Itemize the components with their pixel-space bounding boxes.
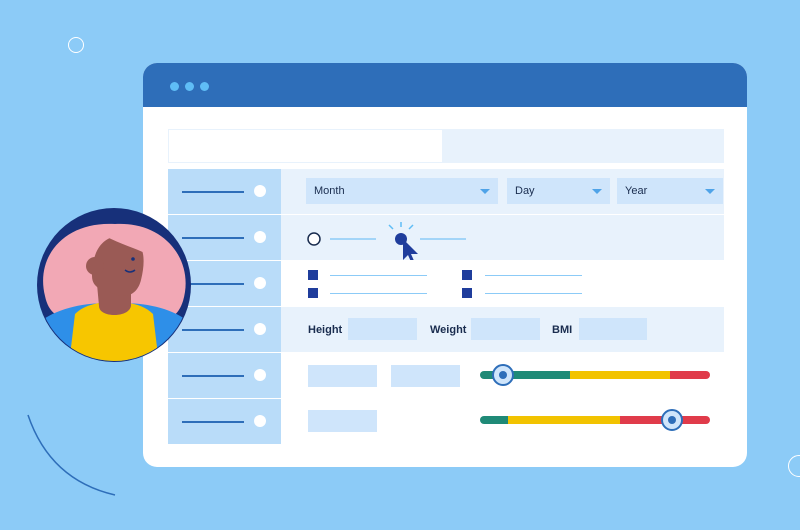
slider-segment-green (480, 416, 508, 424)
form-row-slider-1 (168, 353, 724, 399)
row-separator (168, 260, 724, 261)
dropdown-caret-icon (592, 189, 602, 194)
row-separator (168, 306, 724, 307)
form-row-date: Month Day Year (168, 169, 724, 215)
slider-knob-icon[interactable] (492, 364, 514, 386)
row-label-cell (168, 169, 281, 214)
day-select[interactable]: Day (507, 178, 610, 204)
browser-window: Month Day Year (143, 63, 747, 467)
dropdown-caret-icon (705, 189, 715, 194)
checkbox-label-line (330, 275, 427, 277)
radio-icon[interactable] (254, 323, 266, 335)
checkbox-icon[interactable] (308, 288, 318, 298)
window-dot-icon[interactable] (170, 82, 179, 91)
row-label-line (182, 375, 244, 377)
row-body: Month Day Year (281, 169, 724, 214)
decor-ring-bottom-right (788, 455, 800, 477)
window-titlebar (143, 63, 747, 107)
window-dot-icon[interactable] (200, 82, 209, 91)
day-select-label: Day (515, 185, 535, 197)
input-box[interactable] (308, 410, 377, 432)
row-body (281, 353, 724, 398)
slider-segment-green (480, 371, 570, 379)
bmi-input[interactable] (579, 318, 647, 340)
radio-icon[interactable] (254, 415, 266, 427)
row-label-cell (168, 353, 281, 398)
weight-input[interactable] (471, 318, 540, 340)
year-select[interactable]: Year (617, 178, 723, 204)
input-box[interactable] (391, 365, 460, 387)
checkbox-icon[interactable] (462, 288, 472, 298)
form-row-checkboxes (168, 261, 724, 307)
slider-segment-yellow (570, 371, 670, 379)
row-separator (168, 398, 724, 399)
row-body (281, 215, 724, 264)
row-body (281, 261, 724, 306)
row-body (281, 399, 724, 444)
slider-knob-icon[interactable] (661, 409, 683, 431)
row-label-line (182, 237, 244, 239)
row-label-cell (168, 399, 281, 444)
checkbox-label-line (330, 293, 427, 295)
height-input[interactable] (348, 318, 417, 340)
mouse-pointer-icon (403, 239, 418, 264)
form-row-slider-2 (168, 399, 724, 445)
row-label-cell (168, 307, 281, 352)
month-select-label: Month (314, 185, 345, 197)
form-row-measurements: Height Weight BMI (168, 307, 724, 353)
form-content: Month Day Year (168, 129, 724, 445)
row-label-line (182, 329, 244, 331)
radio-options (307, 222, 466, 264)
click-burst-icon (388, 222, 414, 230)
height-label: Height (308, 324, 343, 336)
form-header-left (168, 129, 443, 163)
row-label-line (182, 421, 244, 423)
radio-icon[interactable] (254, 185, 266, 197)
form-header-right (443, 129, 724, 163)
avatar (37, 208, 191, 362)
checkbox-icon[interactable] (462, 270, 472, 280)
row-label-cell (168, 215, 281, 260)
row-label-line (182, 191, 244, 193)
checkbox-label-line (485, 275, 582, 277)
slider-segment-red (670, 371, 710, 379)
window-dot-icon[interactable] (185, 82, 194, 91)
checkbox-icon[interactable] (308, 270, 318, 280)
form-row-radio (168, 215, 724, 264)
row-separator (168, 352, 724, 353)
decor-arc (27, 414, 116, 496)
dropdown-caret-icon (480, 189, 490, 194)
bmi-label: BMI (552, 324, 573, 336)
row-body: Height Weight BMI (281, 307, 724, 352)
row-separator (168, 214, 724, 215)
slider-track-2[interactable] (480, 409, 710, 431)
year-select-label: Year (625, 185, 648, 197)
month-select[interactable]: Month (306, 178, 498, 204)
radio-icon[interactable] (254, 231, 266, 243)
input-box[interactable] (308, 365, 377, 387)
weight-label: Weight (430, 324, 467, 336)
decor-ring-top-left (68, 37, 84, 53)
row-label-line (182, 283, 244, 285)
radio-icon[interactable] (254, 277, 266, 289)
radio-icon[interactable] (307, 232, 321, 246)
slider-segment-yellow (508, 416, 620, 424)
checkbox-label-line (485, 293, 582, 295)
slider-track-1[interactable] (480, 364, 710, 386)
radio-icon[interactable] (254, 369, 266, 381)
